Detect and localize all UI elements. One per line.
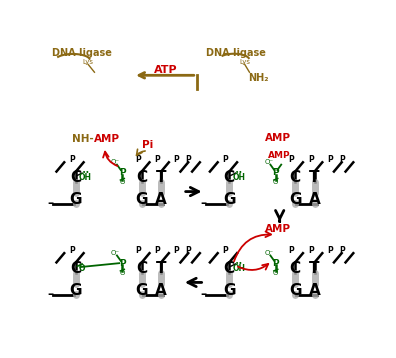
Text: Pi: Pi <box>142 140 154 150</box>
Text: O⁻: O⁻ <box>111 159 120 165</box>
Text: OH: OH <box>79 173 92 182</box>
Text: P: P <box>174 246 179 255</box>
Text: T: T <box>309 261 320 276</box>
Text: G: G <box>70 282 82 297</box>
Text: G: G <box>289 282 301 297</box>
Text: P: P <box>154 155 160 164</box>
Text: NH-: NH- <box>72 134 94 144</box>
Text: P: P <box>69 246 75 255</box>
Text: G: G <box>289 192 301 207</box>
Text: ••: •• <box>82 170 90 176</box>
Text: P: P <box>308 246 314 255</box>
Text: O: O <box>273 270 278 276</box>
Text: P: P <box>339 155 345 164</box>
Text: –: – <box>47 288 53 301</box>
Text: AMP: AMP <box>268 151 291 160</box>
Text: C: C <box>289 261 301 276</box>
Text: DNA ligase: DNA ligase <box>206 48 266 58</box>
Text: P: P <box>174 155 179 164</box>
Text: P: P <box>119 168 126 177</box>
Text: AMP: AMP <box>95 134 120 144</box>
Text: C: C <box>224 170 235 185</box>
Text: AMP: AMP <box>265 133 291 143</box>
Text: P: P <box>272 168 279 177</box>
Text: O: O <box>273 179 278 185</box>
Text: P: P <box>119 259 126 268</box>
Text: G: G <box>223 282 236 297</box>
Text: P: P <box>288 246 294 255</box>
Text: P: P <box>288 155 294 164</box>
Text: G: G <box>70 192 82 207</box>
Text: P: P <box>135 155 141 164</box>
Text: P: P <box>185 155 191 164</box>
Text: P: P <box>327 246 333 255</box>
Text: ATP: ATP <box>154 65 177 75</box>
Text: P: P <box>272 259 279 268</box>
Text: P: P <box>223 246 228 255</box>
Text: A: A <box>308 192 320 207</box>
Text: T: T <box>309 170 320 185</box>
Text: C: C <box>136 261 147 276</box>
Text: –: – <box>47 197 53 211</box>
Text: P: P <box>185 246 191 255</box>
Text: O⁻: O⁻ <box>264 159 273 165</box>
Text: Lys: Lys <box>239 59 250 65</box>
Text: P: P <box>154 246 160 255</box>
Text: G: G <box>135 192 148 207</box>
Text: P: P <box>308 155 314 164</box>
Text: ••: •• <box>235 170 244 176</box>
Text: AMP: AMP <box>265 223 291 233</box>
Text: C: C <box>70 261 82 276</box>
Text: O⁻: O⁻ <box>111 250 120 256</box>
Text: A: A <box>155 282 167 297</box>
Text: P: P <box>135 246 141 255</box>
Text: C: C <box>136 170 147 185</box>
Text: C: C <box>289 170 301 185</box>
Text: OH: OH <box>232 173 246 182</box>
Text: P: P <box>69 155 75 164</box>
Text: P: P <box>327 155 333 164</box>
Text: O: O <box>120 179 125 185</box>
Text: DNA ligase: DNA ligase <box>52 48 112 58</box>
Text: G: G <box>135 282 148 297</box>
Text: NH₂: NH₂ <box>248 73 268 83</box>
Text: G: G <box>223 192 236 207</box>
Text: T: T <box>156 170 166 185</box>
Text: ••: •• <box>235 261 244 267</box>
Text: C: C <box>70 170 82 185</box>
Text: O⁻: O⁻ <box>264 250 273 256</box>
Text: O: O <box>79 264 86 273</box>
Text: –: – <box>201 288 207 301</box>
Text: A: A <box>308 282 320 297</box>
Text: P: P <box>339 246 345 255</box>
Text: A: A <box>155 192 167 207</box>
Text: –: – <box>201 197 207 211</box>
Text: C: C <box>224 261 235 276</box>
Text: OH: OH <box>232 264 246 273</box>
Text: Lys: Lys <box>83 59 94 65</box>
Text: P: P <box>223 155 228 164</box>
Text: O: O <box>120 270 125 276</box>
Text: T: T <box>156 261 166 276</box>
